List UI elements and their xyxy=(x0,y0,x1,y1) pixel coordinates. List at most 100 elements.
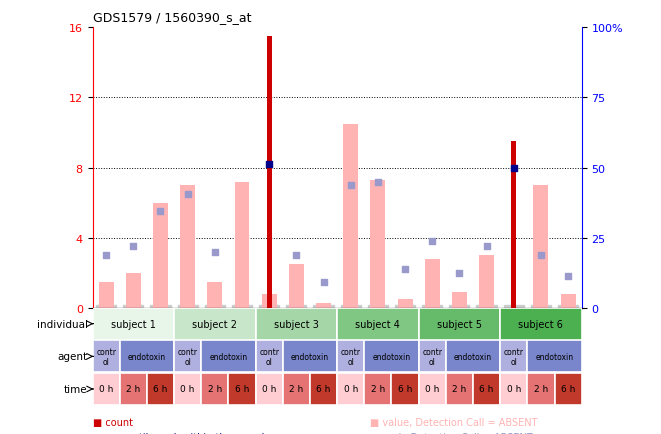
Text: contr
ol: contr ol xyxy=(504,347,524,366)
Text: contr
ol: contr ol xyxy=(422,347,442,366)
Bar xyxy=(446,373,473,405)
Bar xyxy=(256,373,283,405)
Bar xyxy=(201,373,229,405)
Bar xyxy=(256,341,283,372)
Bar xyxy=(180,186,195,308)
Bar xyxy=(267,37,272,308)
Point xyxy=(535,252,546,259)
Bar xyxy=(418,341,446,372)
Bar xyxy=(397,299,412,308)
Point xyxy=(155,208,166,215)
Bar xyxy=(418,308,500,340)
Text: 2 h: 2 h xyxy=(534,385,548,394)
Text: 0 h: 0 h xyxy=(506,385,521,394)
Bar xyxy=(310,373,337,405)
Bar xyxy=(452,293,467,308)
Text: 0 h: 0 h xyxy=(99,385,113,394)
Text: contr
ol: contr ol xyxy=(340,347,361,366)
Bar xyxy=(93,373,120,405)
Text: endotoxin: endotoxin xyxy=(372,352,410,361)
Text: endotoxin: endotoxin xyxy=(535,352,574,361)
Text: ■ value, Detection Call = ABSENT: ■ value, Detection Call = ABSENT xyxy=(370,417,537,427)
Bar xyxy=(126,273,141,308)
Bar xyxy=(229,373,256,405)
Point xyxy=(400,266,410,273)
Text: 6 h: 6 h xyxy=(479,385,494,394)
Point xyxy=(182,191,193,198)
Bar xyxy=(93,308,174,340)
Bar xyxy=(533,186,549,308)
Text: 6 h: 6 h xyxy=(561,385,575,394)
Text: GDS1579 / 1560390_s_at: GDS1579 / 1560390_s_at xyxy=(93,11,251,24)
Bar xyxy=(479,256,494,308)
Point xyxy=(563,273,573,280)
Point xyxy=(318,279,329,286)
Text: subject 1: subject 1 xyxy=(111,319,156,329)
Bar xyxy=(446,341,500,372)
Text: ■ rank, Detection Call = ABSENT: ■ rank, Detection Call = ABSENT xyxy=(370,432,533,434)
Bar xyxy=(418,373,446,405)
Bar xyxy=(283,373,310,405)
Text: time: time xyxy=(64,384,88,394)
Text: contr
ol: contr ol xyxy=(259,347,279,366)
Text: 6 h: 6 h xyxy=(398,385,412,394)
Bar xyxy=(98,282,114,308)
Bar xyxy=(289,264,304,308)
Bar xyxy=(147,373,174,405)
Point xyxy=(128,243,139,250)
Bar xyxy=(93,341,120,372)
Point xyxy=(291,252,301,259)
Bar xyxy=(283,341,337,372)
Text: ■ count: ■ count xyxy=(93,417,133,427)
Text: subject 3: subject 3 xyxy=(274,319,319,329)
Bar xyxy=(555,373,582,405)
Bar xyxy=(370,181,385,308)
Point xyxy=(481,243,492,250)
Text: 6 h: 6 h xyxy=(235,385,249,394)
Bar xyxy=(391,373,418,405)
Text: endotoxin: endotoxin xyxy=(210,352,247,361)
Text: 0 h: 0 h xyxy=(180,385,195,394)
Bar xyxy=(235,182,249,308)
Point xyxy=(508,164,519,171)
Bar xyxy=(120,373,147,405)
Text: agent: agent xyxy=(58,352,88,362)
Point xyxy=(373,179,383,186)
Bar xyxy=(364,341,418,372)
Text: 6 h: 6 h xyxy=(153,385,168,394)
Text: ■ percentile rank within the sample: ■ percentile rank within the sample xyxy=(93,432,270,434)
Text: 0 h: 0 h xyxy=(262,385,276,394)
Bar xyxy=(527,341,582,372)
Text: individual: individual xyxy=(36,319,88,329)
Bar xyxy=(262,294,277,308)
Bar xyxy=(174,341,201,372)
Bar xyxy=(337,308,418,340)
Bar xyxy=(512,142,516,308)
Bar xyxy=(174,373,201,405)
Text: subject 4: subject 4 xyxy=(356,319,401,329)
Text: endotoxin: endotoxin xyxy=(291,352,329,361)
Point xyxy=(210,249,220,256)
Text: 2 h: 2 h xyxy=(452,385,467,394)
Text: contr
ol: contr ol xyxy=(96,347,116,366)
Text: endotoxin: endotoxin xyxy=(454,352,492,361)
Bar xyxy=(364,373,391,405)
Bar xyxy=(500,308,582,340)
Bar xyxy=(527,373,555,405)
Bar xyxy=(500,373,527,405)
Point xyxy=(454,270,465,276)
Text: 0 h: 0 h xyxy=(425,385,440,394)
Bar xyxy=(316,303,331,308)
Bar xyxy=(425,259,440,308)
Point xyxy=(101,252,112,259)
Bar xyxy=(561,294,576,308)
Point xyxy=(346,182,356,189)
Point xyxy=(427,238,438,245)
Text: 0 h: 0 h xyxy=(344,385,358,394)
Bar xyxy=(208,282,222,308)
Point xyxy=(264,161,274,168)
Bar xyxy=(337,341,364,372)
Bar xyxy=(337,373,364,405)
Text: 6 h: 6 h xyxy=(317,385,330,394)
Text: 2 h: 2 h xyxy=(371,385,385,394)
